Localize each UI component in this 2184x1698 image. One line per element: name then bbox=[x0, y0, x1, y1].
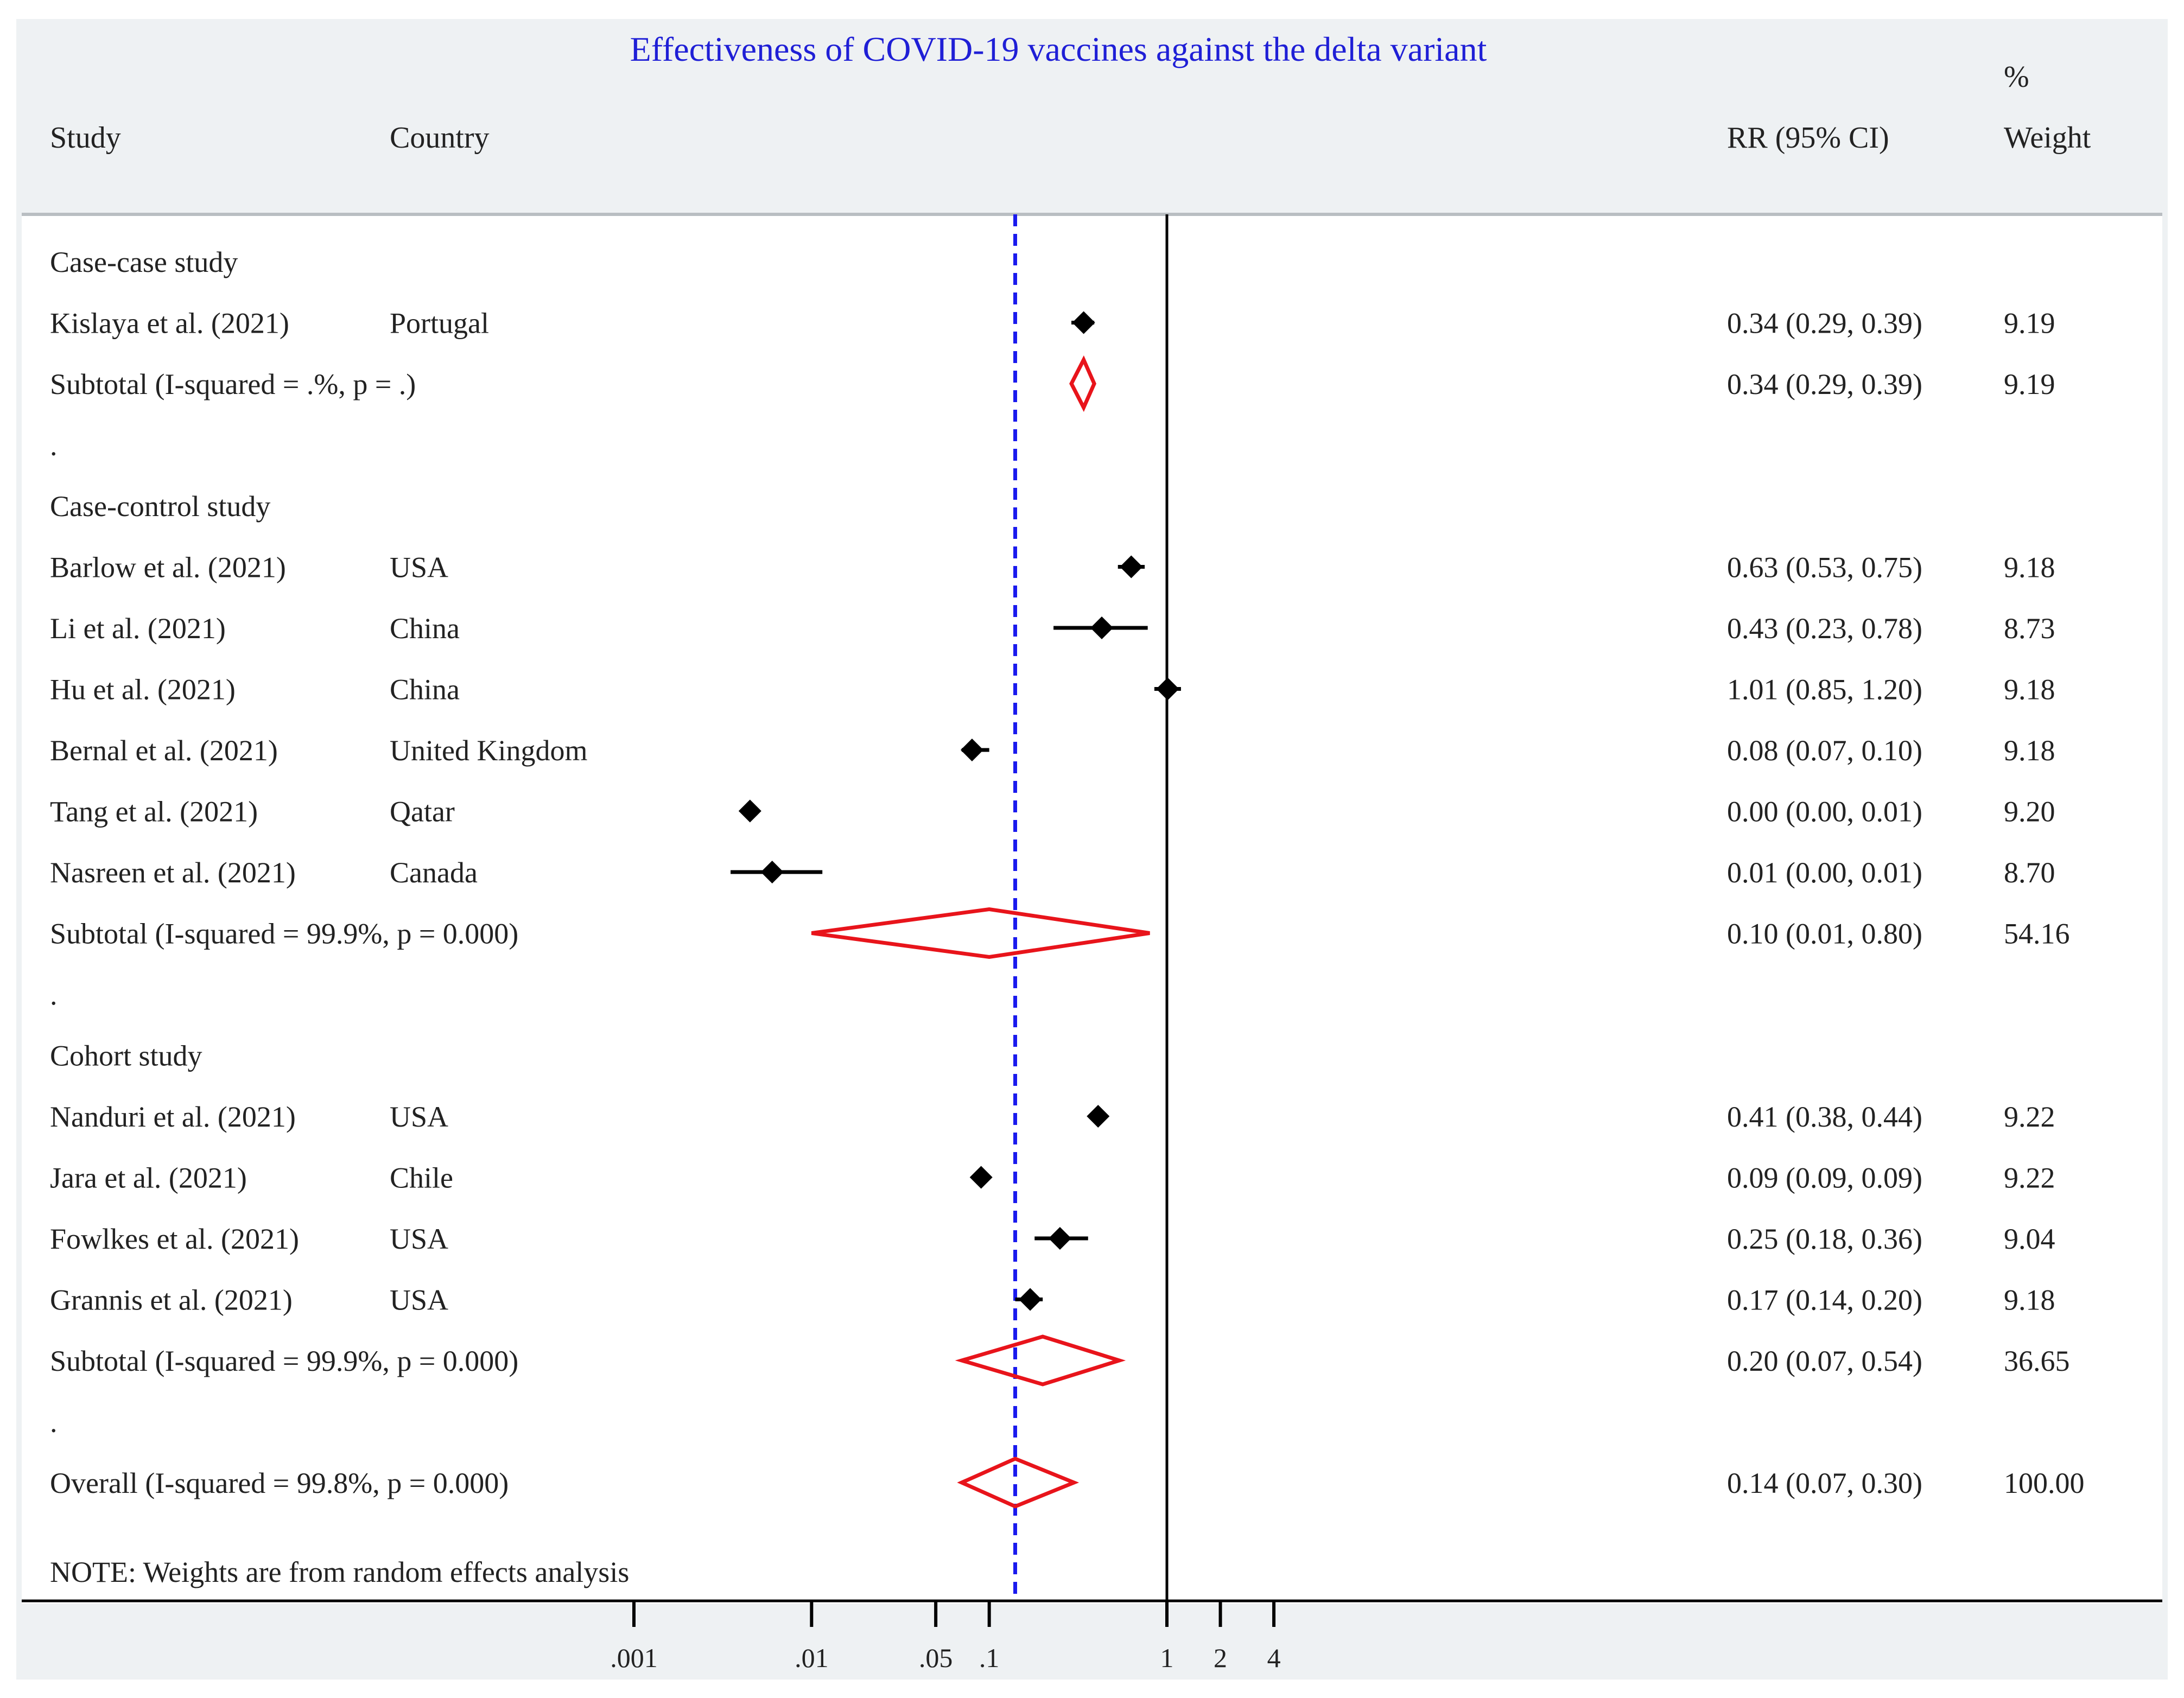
study-name: Hu et al. (2021) bbox=[50, 673, 236, 706]
point-estimate bbox=[1048, 1227, 1071, 1250]
point-estimate bbox=[1019, 1288, 1042, 1311]
point-estimate bbox=[1090, 616, 1114, 639]
table-rows: Case-case study Kislaya et al. (2021) Port… bbox=[50, 246, 2085, 1499]
weight-value: 54.16 bbox=[2004, 918, 2070, 950]
note: NOTE: Weights are from random effects an… bbox=[50, 1556, 629, 1588]
header-study: Study bbox=[50, 121, 121, 155]
study-name: Jara et al. (2021) bbox=[50, 1162, 247, 1194]
study-country: Canada bbox=[390, 856, 478, 889]
x-tick-label: 1 bbox=[1160, 1643, 1174, 1673]
rr-ci-value: 1.01 (0.85, 1.20) bbox=[1727, 673, 1922, 706]
weight-value: 9.04 bbox=[2004, 1223, 2055, 1255]
weight-value: 9.18 bbox=[2004, 1284, 2055, 1317]
study-country: USA bbox=[390, 1101, 448, 1133]
group-label: Case-case study bbox=[50, 246, 238, 278]
subtotal-diamond bbox=[955, 1334, 1126, 1387]
spacer-dot: . bbox=[50, 978, 58, 1011]
point-estimate bbox=[969, 1166, 993, 1189]
subtotal-label: Subtotal (I-squared = .%, p = .) bbox=[50, 368, 416, 400]
rr-ci-value: 0.63 (0.53, 0.75) bbox=[1727, 551, 1922, 584]
weight-value: 9.22 bbox=[2004, 1101, 2055, 1133]
study-name: Grannis et al. (2021) bbox=[50, 1284, 293, 1317]
study-name: Li et al. (2021) bbox=[50, 612, 226, 645]
weight-value: 36.65 bbox=[2004, 1345, 2070, 1377]
x-tick-label: .001 bbox=[610, 1643, 658, 1673]
study-country: Qatar bbox=[390, 796, 455, 828]
header-weight-pct: % bbox=[2004, 60, 2029, 94]
x-tick-label: 4 bbox=[1267, 1643, 1281, 1673]
header-weight: Weight bbox=[2004, 121, 2091, 155]
spacer-dot: . bbox=[50, 429, 58, 462]
point-estimate bbox=[1120, 555, 1143, 578]
point-estimate bbox=[1072, 311, 1095, 334]
rr-ci-value: 0.14 (0.07, 0.30) bbox=[1727, 1467, 1922, 1499]
overall-diamond bbox=[957, 1457, 1080, 1509]
x-tick-label: 2 bbox=[1214, 1643, 1227, 1673]
chart-title: Effectiveness of COVID-19 vaccines again… bbox=[630, 30, 1487, 68]
study-country: USA bbox=[390, 551, 448, 584]
study-name: Nasreen et al. (2021) bbox=[50, 856, 296, 889]
rr-ci-value: 0.34 (0.29, 0.39) bbox=[1727, 307, 1922, 340]
study-name: Tang et al. (2021) bbox=[50, 796, 258, 828]
point-estimate bbox=[960, 739, 983, 761]
study-country: United Kingdom bbox=[390, 734, 587, 767]
x-axis-ticks: .001 .01 .05 .1 1 2 4 bbox=[610, 1601, 1281, 1673]
rr-ci-value: 0.41 (0.38, 0.44) bbox=[1727, 1101, 1922, 1133]
subtotal-label: Subtotal (I-squared = 99.9%, p = 0.000) bbox=[50, 918, 518, 950]
subtotal-diamond bbox=[1069, 355, 1096, 412]
point-estimate bbox=[1087, 1105, 1110, 1128]
rr-ci-value: 0.00 (0.00, 0.01) bbox=[1727, 796, 1922, 828]
study-country: China bbox=[390, 673, 460, 706]
x-tick-label: .05 bbox=[919, 1643, 953, 1673]
header-country: Country bbox=[390, 121, 490, 155]
study-country: USA bbox=[390, 1284, 448, 1317]
weight-value: 9.18 bbox=[2004, 734, 2055, 767]
rr-ci-value: 0.09 (0.09, 0.09) bbox=[1727, 1162, 1922, 1194]
point-estimate bbox=[1156, 677, 1179, 701]
rr-ci-value: 0.17 (0.14, 0.20) bbox=[1727, 1284, 1922, 1317]
weight-value: 8.73 bbox=[2004, 612, 2055, 645]
rr-ci-value: 0.10 (0.01, 0.80) bbox=[1727, 918, 1922, 950]
study-country: USA bbox=[390, 1223, 448, 1255]
study-country: Portugal bbox=[390, 307, 489, 340]
rr-ci-value: 0.43 (0.23, 0.78) bbox=[1727, 612, 1922, 645]
weight-value: 9.18 bbox=[2004, 551, 2055, 584]
weight-value: 9.20 bbox=[2004, 796, 2055, 828]
weight-value: 9.18 bbox=[2004, 673, 2055, 706]
study-country: China bbox=[390, 612, 460, 645]
weight-value: 9.19 bbox=[2004, 368, 2055, 400]
group-label: Case-control study bbox=[50, 490, 270, 523]
study-name: Nanduri et al. (2021) bbox=[50, 1101, 296, 1133]
header-rr: RR (95% CI) bbox=[1727, 121, 1889, 155]
rr-ci-value: 0.25 (0.18, 0.36) bbox=[1727, 1223, 1922, 1255]
point-estimate bbox=[760, 861, 784, 883]
rr-ci-value: 0.34 (0.29, 0.39) bbox=[1727, 368, 1922, 400]
weight-value: 100.00 bbox=[2004, 1467, 2085, 1499]
overall-label: Overall (I-squared = 99.8%, p = 0.000) bbox=[50, 1467, 509, 1499]
x-tick-label: .1 bbox=[979, 1643, 1000, 1673]
body-background bbox=[22, 214, 2162, 1604]
weight-value: 8.70 bbox=[2004, 856, 2055, 889]
study-name: Barlow et al. (2021) bbox=[50, 551, 286, 584]
weight-value: 9.22 bbox=[2004, 1162, 2055, 1194]
subtotal-label: Subtotal (I-squared = 99.9%, p = 0.000) bbox=[50, 1345, 518, 1377]
subtotal-diamond bbox=[811, 907, 1150, 959]
study-name: Kislaya et al. (2021) bbox=[50, 307, 289, 340]
study-name: Bernal et al. (2021) bbox=[50, 734, 278, 767]
rr-ci-value: 0.08 (0.07, 0.10) bbox=[1727, 734, 1922, 767]
study-name: Fowlkes et al. (2021) bbox=[50, 1223, 299, 1255]
x-tick-label: .01 bbox=[795, 1643, 829, 1673]
weight-value: 9.19 bbox=[2004, 307, 2055, 340]
rr-ci-value: 0.01 (0.00, 0.01) bbox=[1727, 856, 1922, 889]
group-label: Cohort study bbox=[50, 1040, 202, 1072]
plot-marks bbox=[731, 214, 1181, 1601]
spacer-dot: . bbox=[50, 1406, 58, 1439]
rr-ci-value: 0.20 (0.07, 0.54) bbox=[1727, 1345, 1922, 1377]
point-estimate bbox=[738, 799, 761, 823]
study-country: Chile bbox=[390, 1162, 453, 1194]
